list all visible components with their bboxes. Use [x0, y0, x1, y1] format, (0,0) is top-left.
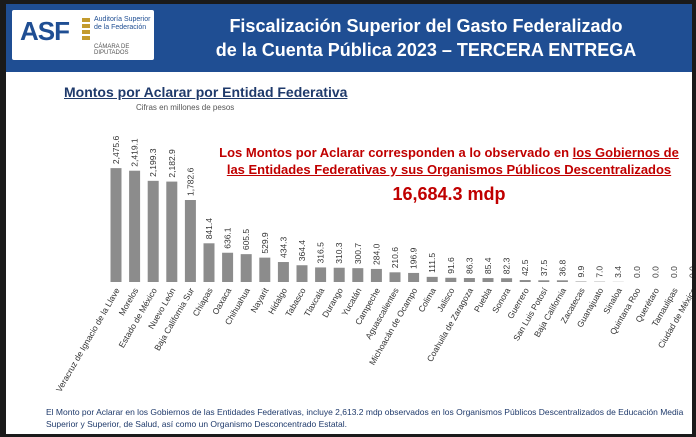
bar-13: [352, 268, 364, 282]
bar-21: [501, 278, 513, 282]
value-label: 0.0: [650, 266, 660, 278]
value-label: 3.4: [613, 266, 623, 278]
bar-8: [259, 257, 271, 282]
value-label: 0.0: [632, 266, 642, 278]
total-amount: 16,684.3 mdp: [392, 184, 506, 204]
value-label: 196.9: [409, 247, 419, 269]
value-label: 529.9: [260, 232, 270, 254]
value-label: 111.5: [427, 253, 437, 273]
header-banner: ASF Auditoría Superior de la Federación …: [6, 4, 692, 72]
bar-9: [277, 262, 289, 282]
bar-18: [445, 277, 457, 282]
bar-1: [129, 170, 141, 282]
value-label: 36.8: [557, 259, 567, 276]
note-prefix: Los Montos por Aclarar corresponden a lo…: [219, 145, 573, 160]
asf-logo: ASF Auditoría Superior de la Federación …: [12, 10, 154, 60]
bar-11: [315, 267, 327, 282]
bar-23: [538, 280, 550, 282]
value-label: 1,782.6: [185, 167, 195, 196]
slide: ASF Auditoría Superior de la Federación …: [6, 4, 692, 434]
logo-text: ASF: [20, 16, 70, 46]
observation-note: Los Montos por Aclarar corresponden a lo…: [214, 144, 684, 178]
footer-note: El Monto por Aclarar en los Gobiernos de…: [46, 407, 684, 429]
chart-title: Montos por Aclarar por Entidad Federativ…: [64, 84, 348, 100]
page-title: Fiscalización Superior del Gasto Federal…: [166, 14, 686, 62]
value-label: 9.9: [576, 265, 586, 277]
value-label: 210.6: [390, 247, 400, 269]
bar-12: [333, 267, 345, 282]
bar-14: [370, 268, 382, 282]
logo-line2: CÁMARA DE DIPUTADOS: [94, 44, 130, 56]
value-label: 300.7: [353, 243, 363, 265]
bar-10: [296, 265, 308, 282]
value-label: 605.5: [241, 229, 251, 251]
category-label: Veracruz de Ignacio de la Llave: [54, 286, 122, 394]
title-line1: Fiscalización Superior del Gasto Federal…: [229, 16, 623, 36]
title-line2: de la Cuenta Pública 2023 – TERCERA ENTR…: [215, 40, 637, 60]
bar-4: [184, 200, 196, 282]
value-label: 316.5: [316, 242, 326, 264]
bar-24: [556, 280, 568, 282]
value-label: 2,419.1: [130, 138, 140, 167]
value-label: 841.4: [204, 218, 214, 240]
value-label: 7.0: [595, 266, 605, 278]
value-label: 37.5: [539, 259, 549, 276]
value-label: 82.3: [502, 257, 512, 274]
bar-17: [426, 276, 438, 282]
value-label: 42.5: [520, 259, 530, 276]
value-label: 91.6: [446, 257, 456, 274]
value-label: 636.1: [223, 227, 233, 249]
bar-7: [240, 254, 252, 282]
bar-0: [110, 168, 122, 282]
logo-line1: Auditoría Superior de la Federación: [94, 16, 151, 31]
value-label: 2,182.9: [167, 149, 177, 178]
value-label: 0.0: [688, 266, 692, 278]
value-label: 2,199.3: [148, 148, 158, 177]
bar-19: [463, 278, 475, 282]
value-label: 85.4: [483, 257, 493, 274]
bar-22: [519, 280, 531, 282]
note-underlined: los Gobiernos de las Entidades Federativ…: [226, 145, 679, 177]
bar-6: [222, 252, 234, 282]
value-label: 310.3: [334, 242, 344, 264]
logo-bars-icon: [82, 18, 90, 44]
value-label: 284.0: [371, 243, 381, 265]
bar-15: [389, 272, 401, 282]
value-label: 364.4: [297, 240, 307, 262]
chart-subtitle: Cifras en millones de pesos: [136, 103, 235, 112]
bar-16: [408, 272, 420, 282]
bar-3: [166, 181, 178, 282]
value-label: 86.3: [464, 257, 474, 274]
category-label: Colima: [416, 286, 438, 314]
bar-chart: 2,475.6 Veracruz de Ignacio de la Llave 2,…: [54, 135, 692, 394]
value-label: 434.3: [278, 236, 288, 258]
value-label: 2,475.6: [111, 135, 121, 164]
bar-2: [147, 180, 159, 282]
bar-5: [203, 243, 215, 282]
bar-20: [482, 278, 494, 282]
value-label: 0.0: [669, 266, 679, 278]
